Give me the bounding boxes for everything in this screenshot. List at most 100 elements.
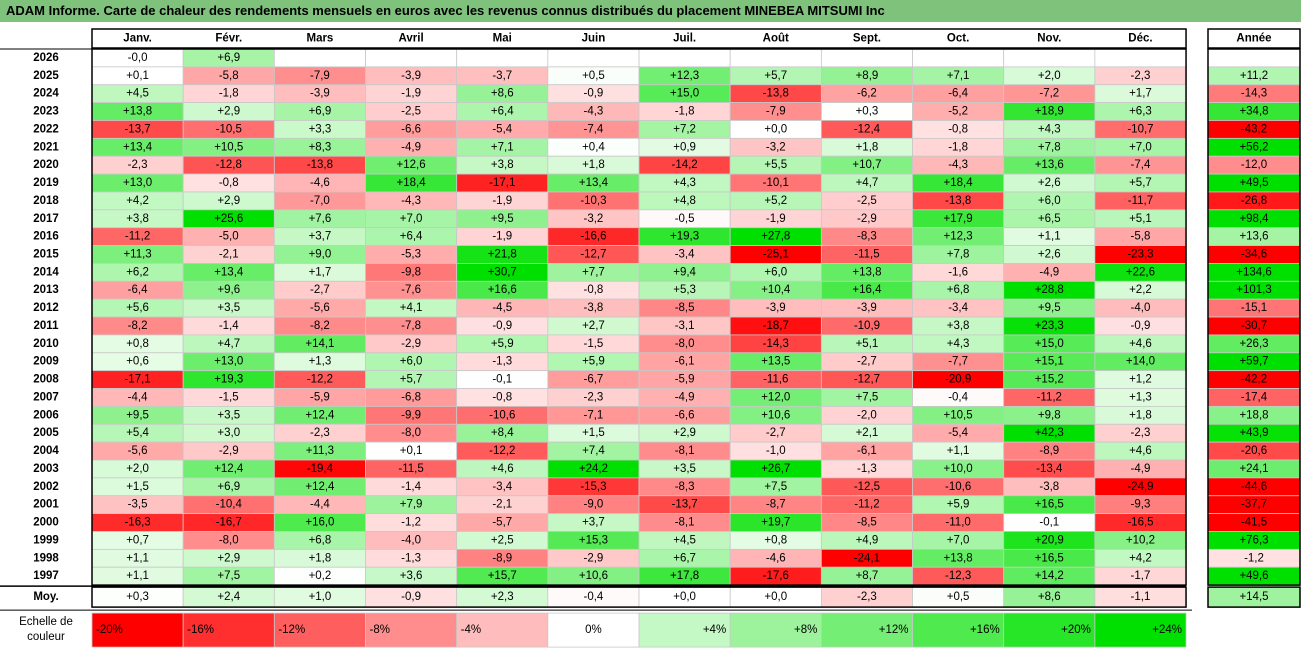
month-header: Mars bbox=[306, 33, 333, 45]
cell-value-label: -24,1 bbox=[854, 552, 880, 564]
year-label: 2015 bbox=[33, 249, 59, 261]
cell-value-label: +3,7 bbox=[309, 231, 332, 243]
scale-swatch-label: +20% bbox=[1061, 624, 1091, 636]
heatmap-cell bbox=[547, 48, 640, 68]
cell-value-label: -24,9 bbox=[1127, 481, 1153, 493]
cell-value-label: -1,9 bbox=[401, 88, 421, 100]
cell-value-label: +2,1 bbox=[856, 427, 879, 439]
year-label: 2013 bbox=[33, 284, 59, 296]
cell-value-label: +22,6 bbox=[1126, 266, 1155, 278]
cell-value-label: +18,9 bbox=[1035, 106, 1064, 118]
annual-value-label: +76,3 bbox=[1239, 534, 1268, 546]
cell-value-label: -10,3 bbox=[580, 195, 606, 207]
cell-value-label: +7,0 bbox=[400, 213, 423, 225]
cell-value-label: +2,0 bbox=[126, 463, 149, 475]
cell-value-label: +13,4 bbox=[123, 141, 153, 153]
cell-value-label: +8,3 bbox=[309, 141, 332, 153]
cell-value-label: +9,5 bbox=[126, 409, 149, 421]
cell-value-label: -7,8 bbox=[401, 320, 421, 332]
average-value-label: +0,0 bbox=[673, 591, 696, 603]
cell-value-label: -5,2 bbox=[948, 106, 968, 118]
cell-value-label: -0,0 bbox=[128, 52, 148, 64]
cell-value-label: -0,9 bbox=[584, 88, 604, 100]
cell-value-label: +1,2 bbox=[1129, 374, 1152, 386]
cell-value-label: -8,2 bbox=[128, 320, 148, 332]
cell-value-label: +6,0 bbox=[1038, 195, 1061, 207]
scale-swatch bbox=[1003, 612, 1096, 648]
cell-value-label: -13,8 bbox=[763, 88, 789, 100]
cell-value-label: +9,5 bbox=[1038, 302, 1061, 314]
cell-value-label: -8,9 bbox=[1039, 445, 1059, 457]
cell-value-label: +1,1 bbox=[947, 445, 970, 457]
cell-value-label: +7,0 bbox=[1129, 141, 1152, 153]
cell-value-label: -2,9 bbox=[857, 213, 877, 225]
cell-value-label: -2,3 bbox=[1131, 70, 1151, 82]
scale-swatch-label: +4% bbox=[703, 624, 726, 636]
cell-value-label: -23,3 bbox=[1127, 249, 1153, 261]
scale-swatch-label: -16% bbox=[187, 624, 214, 636]
year-label: 2016 bbox=[33, 231, 59, 243]
cell-value-label: -1,2 bbox=[401, 517, 421, 529]
cell-value-label: -7,9 bbox=[310, 70, 330, 82]
cell-value-label: -1,0 bbox=[766, 445, 786, 457]
cell-value-label: -0,8 bbox=[492, 391, 512, 403]
year-label: 1997 bbox=[33, 570, 59, 582]
cell-value-label: -1,3 bbox=[492, 356, 512, 368]
cell-value-label: -5,8 bbox=[1131, 231, 1151, 243]
cell-value-label: +12,6 bbox=[397, 159, 426, 171]
cell-value-label: +1,1 bbox=[126, 552, 149, 564]
cell-value-label: +6,4 bbox=[491, 106, 514, 118]
annual-value-label: +134,6 bbox=[1236, 266, 1272, 278]
cell-value-label: +1,8 bbox=[309, 552, 332, 564]
cell-value-label: +0,3 bbox=[856, 106, 879, 118]
cell-value-label: +21,8 bbox=[488, 249, 517, 261]
cell-value-label: +11,3 bbox=[306, 445, 334, 457]
average-value-label: +1,0 bbox=[309, 591, 332, 603]
annual-value-label: +56,2 bbox=[1239, 141, 1268, 153]
cell-value-label: -10,5 bbox=[216, 123, 242, 135]
cell-value-label: +7,2 bbox=[673, 123, 696, 135]
cell-value-label: -20,9 bbox=[945, 374, 971, 386]
cell-value-label: +7,5 bbox=[856, 391, 879, 403]
scale-swatch-label: +8% bbox=[794, 624, 817, 636]
cell-value-label: +12,3 bbox=[944, 231, 973, 243]
cell-value-label: +17,8 bbox=[670, 570, 699, 582]
cell-value-label: +1,7 bbox=[309, 266, 332, 278]
cell-value-label: +12,4 bbox=[305, 481, 335, 493]
cell-value-label: -4,9 bbox=[675, 391, 695, 403]
cell-value-label: -6,1 bbox=[675, 356, 695, 368]
cell-value-label: -7,4 bbox=[1131, 159, 1151, 171]
cell-value-label: -2,9 bbox=[219, 445, 239, 457]
cell-value-label: -13,7 bbox=[124, 123, 150, 135]
cell-value-label: +3,5 bbox=[217, 409, 240, 421]
cell-value-label: +20,9 bbox=[1035, 534, 1064, 546]
cell-value-label: -18,7 bbox=[763, 320, 789, 332]
cell-value-label: -7,0 bbox=[310, 195, 330, 207]
cell-value-label: -8,5 bbox=[675, 302, 695, 314]
cell-value-label: +2,6 bbox=[1038, 249, 1061, 261]
cell-value-label: -10,6 bbox=[945, 481, 971, 493]
cell-value-label: -11,2 bbox=[1037, 391, 1062, 403]
cell-value-label: +1,8 bbox=[1129, 409, 1152, 421]
cell-value-label: +4,6 bbox=[1129, 338, 1152, 350]
cell-value-label: -5,8 bbox=[219, 70, 239, 82]
cell-value-label: -6,2 bbox=[857, 88, 877, 100]
cell-value-label: +13,4 bbox=[579, 177, 609, 189]
annual-value-label: -1,2 bbox=[1244, 552, 1264, 564]
heatmap-cell bbox=[638, 48, 731, 68]
cell-value-label: +4,6 bbox=[1129, 445, 1152, 457]
cell-value-label: -2,1 bbox=[219, 249, 239, 261]
heatmap-cell bbox=[1094, 48, 1187, 68]
cell-value-label: -11,7 bbox=[1128, 195, 1153, 207]
cell-value-label: +15,1 bbox=[1035, 356, 1064, 368]
cell-value-label: +1,5 bbox=[126, 481, 149, 493]
year-label: 2014 bbox=[33, 266, 59, 278]
cell-value-label: -8,9 bbox=[492, 552, 512, 564]
annual-grid-border bbox=[1207, 48, 1301, 586]
cell-value-label: -1,3 bbox=[401, 552, 421, 564]
cell-value-label: +10,7 bbox=[852, 159, 881, 171]
year-label: 2019 bbox=[33, 177, 59, 189]
cell-value-label: +4,1 bbox=[400, 302, 423, 314]
cell-value-label: -10,4 bbox=[216, 499, 243, 511]
cell-value-label: +16,4 bbox=[852, 284, 882, 296]
